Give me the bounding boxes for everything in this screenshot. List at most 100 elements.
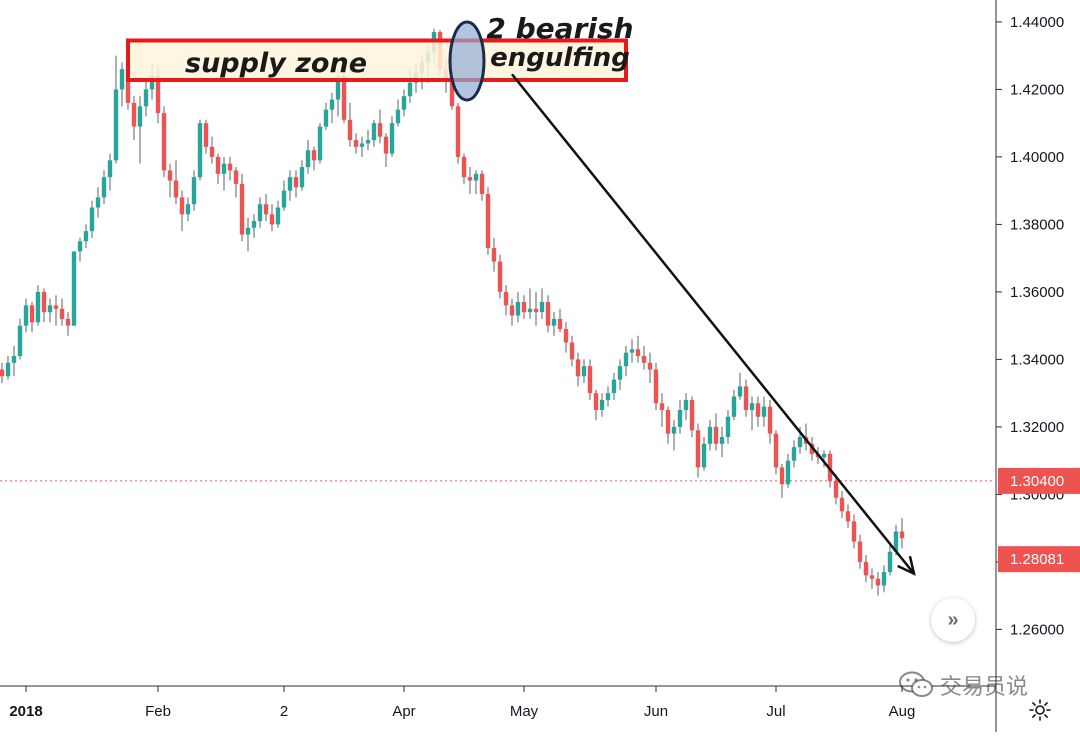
candle-down xyxy=(641,356,647,363)
x-tick-label: Aug xyxy=(889,703,916,720)
candle-up xyxy=(365,140,371,144)
candle-up xyxy=(185,204,191,215)
watermark: 交易员说 xyxy=(898,668,1028,702)
candle-up xyxy=(617,366,623,380)
candle-up xyxy=(527,308,533,313)
trend-arrow-head xyxy=(897,555,916,576)
candle-up xyxy=(107,160,113,178)
candle-down xyxy=(833,480,839,498)
candle-up xyxy=(11,356,17,363)
y-tick-label: 1.26000 xyxy=(1010,621,1064,638)
candle-down xyxy=(875,578,881,586)
candle-down xyxy=(653,369,659,404)
candle-down xyxy=(179,197,185,215)
y-tick-label: 1.40000 xyxy=(1010,149,1064,166)
x-tick-label: 2 xyxy=(280,703,288,720)
candle-down xyxy=(383,136,389,154)
candle-down xyxy=(467,177,473,181)
candle-down xyxy=(461,156,467,178)
candle-down xyxy=(59,308,65,319)
candle-down xyxy=(563,329,569,343)
candle-down xyxy=(689,399,695,431)
candle-down xyxy=(167,170,173,181)
price-level-badge xyxy=(998,546,1080,573)
candle-down xyxy=(899,531,905,539)
candle-up xyxy=(149,75,155,90)
candle-down xyxy=(773,433,779,468)
candle-up xyxy=(731,396,737,417)
candle-down xyxy=(125,69,131,103)
trend-arrow-line xyxy=(511,73,915,575)
supply-zone-box[interactable] xyxy=(126,38,628,82)
candle-up xyxy=(887,551,893,573)
candle-down xyxy=(131,102,137,127)
candle-up xyxy=(305,150,311,168)
candle-up xyxy=(539,302,545,313)
candle-up xyxy=(677,410,683,427)
y-tick-label: 1.32000 xyxy=(1010,419,1064,436)
candle-down xyxy=(353,140,359,147)
x-tick-label: Apr xyxy=(392,703,415,720)
candle-up xyxy=(359,143,365,147)
wechat-icon xyxy=(899,671,933,697)
candle-up xyxy=(5,362,11,377)
candle-up xyxy=(737,386,743,397)
candle-down xyxy=(497,261,503,292)
chart-settings-button[interactable] xyxy=(1024,694,1056,726)
candle-up xyxy=(623,352,629,367)
x-tick-label: Jun xyxy=(644,703,668,720)
engulfing-highlight-ellipse[interactable] xyxy=(448,20,486,102)
candle-up xyxy=(89,207,95,232)
candle-up xyxy=(137,106,143,127)
candle-down xyxy=(239,183,245,235)
candle-up xyxy=(749,403,755,411)
candle-down xyxy=(269,214,275,225)
candle-up xyxy=(17,325,23,357)
candle-down xyxy=(845,511,851,522)
price-level-badge-label: 1.30400 xyxy=(1010,473,1064,490)
y-tick-label: 1.38000 xyxy=(1010,216,1064,233)
candle-down xyxy=(557,318,563,330)
candle-up xyxy=(599,399,605,411)
candle-up xyxy=(23,305,29,326)
candle-up xyxy=(281,190,287,208)
watermark-text: 交易员说 xyxy=(940,675,1029,700)
candle-down xyxy=(161,113,167,171)
candle-up xyxy=(197,123,203,178)
candle-down xyxy=(155,75,161,114)
candle-down xyxy=(857,541,863,562)
candle-up xyxy=(581,366,587,377)
candle-down xyxy=(839,497,845,512)
candle-up xyxy=(143,89,149,107)
candle-down xyxy=(293,177,299,188)
candle-down xyxy=(173,180,179,198)
candle-up xyxy=(797,437,803,448)
candle-up xyxy=(317,126,323,161)
candle-up xyxy=(701,443,707,468)
candle-up xyxy=(113,89,119,161)
y-tick-label: 1.42000 xyxy=(1010,81,1064,98)
candle-down xyxy=(479,173,485,195)
scroll-to-realtime-button[interactable]: » xyxy=(931,598,975,642)
candle-down xyxy=(755,403,761,417)
x-tick-label: Feb xyxy=(145,703,171,720)
candle-up xyxy=(257,204,263,222)
candle-down xyxy=(41,291,47,313)
candle-down xyxy=(569,342,575,360)
candle-up xyxy=(785,460,791,485)
candle-down xyxy=(311,150,317,161)
candle-down xyxy=(509,305,515,316)
candle-up xyxy=(389,123,395,154)
candle-down xyxy=(587,366,593,394)
candle-down xyxy=(0,369,5,377)
candle-down xyxy=(635,349,641,357)
y-tick-label: 1.34000 xyxy=(1010,351,1064,368)
candle-down xyxy=(779,467,785,485)
candle-up xyxy=(473,173,479,181)
candle-up xyxy=(95,197,101,208)
candle-up xyxy=(611,379,617,394)
candle-down xyxy=(263,204,269,215)
candle-up xyxy=(395,109,401,124)
